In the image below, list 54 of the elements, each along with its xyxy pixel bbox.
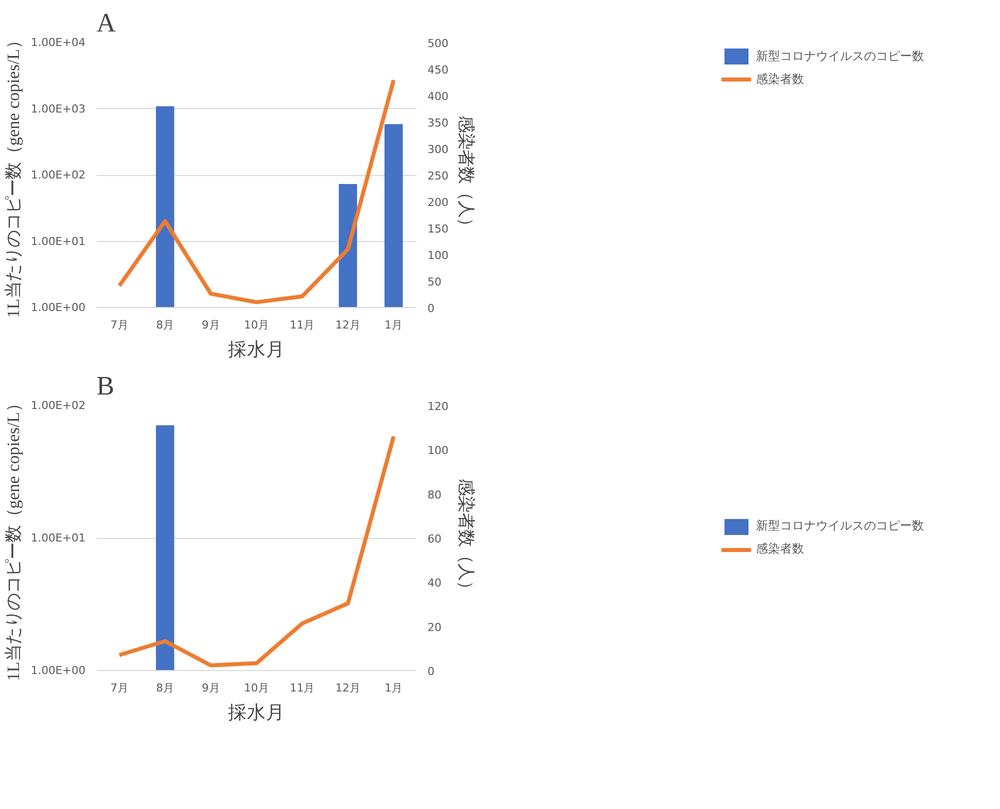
y2-tick-label: 400 bbox=[428, 90, 448, 103]
x-tick-label: 9月 bbox=[202, 318, 220, 332]
y2-tick-label: 450 bbox=[428, 64, 448, 76]
y2-tick-label: 60 bbox=[428, 532, 442, 546]
x-tick-label: 8月 bbox=[156, 682, 174, 694]
y2-tick-label: 250 bbox=[428, 170, 448, 182]
y-tick-label: 1.00E+01 bbox=[30, 532, 86, 544]
x-tick-label: 1月 bbox=[384, 682, 403, 694]
y2-tick-label: 0 bbox=[428, 302, 434, 315]
x-tick-label: 1月 bbox=[384, 318, 403, 332]
y2-axis-title: 感染者数（人） bbox=[456, 116, 476, 234]
y2-tick-label: 50 bbox=[428, 276, 442, 288]
y2-tick-label: 500 bbox=[428, 37, 448, 50]
y2-tick-label: 120 bbox=[428, 400, 448, 413]
legend-label: 新型コロナウイルスのコピー数 bbox=[756, 48, 924, 64]
chart-title: A bbox=[96, 8, 116, 38]
y-tick-label: 1.00E+02 bbox=[30, 168, 86, 182]
chart-title: B bbox=[96, 370, 114, 400]
x-tick-label: 7月 bbox=[110, 682, 128, 694]
line-series bbox=[117, 78, 396, 304]
y-tick-label: 1.00E+02 bbox=[30, 399, 86, 412]
y2-axis-title: 感染者数（人） bbox=[456, 478, 476, 598]
x-tick-label: 11月 bbox=[290, 682, 315, 694]
x-tick-label: 10月 bbox=[244, 318, 269, 332]
y2-tick-label: 350 bbox=[428, 116, 448, 130]
x-axis-title: 採水月 bbox=[228, 340, 285, 360]
y2-tick-label: 150 bbox=[428, 222, 448, 236]
y2-tick-label: 100 bbox=[428, 444, 448, 458]
x-tick-label: 7月 bbox=[110, 318, 128, 332]
y-tick-label: 1.00E+01 bbox=[30, 234, 86, 248]
x-tick-label: 9月 bbox=[202, 682, 220, 694]
x-tick-label: 10月 bbox=[244, 682, 269, 694]
y2-tick-label: 100 bbox=[428, 249, 448, 262]
y2-tick-label: 200 bbox=[428, 196, 448, 209]
y2-tick-label: 0 bbox=[428, 665, 434, 678]
y-axis-title: 1L当たりのコピー数（gene copies/L） bbox=[4, 395, 23, 681]
x-tick-label: 11月 bbox=[290, 318, 315, 332]
legend-label: 新型コロナウイルスのコピー数 bbox=[756, 518, 924, 534]
legend-label: 感染者数 bbox=[756, 540, 804, 558]
x-tick-label: 12月 bbox=[335, 682, 360, 694]
legend-label: 感染者数 bbox=[756, 70, 804, 88]
y2-tick-label: 80 bbox=[428, 488, 442, 502]
y2-tick-label: 40 bbox=[428, 576, 442, 590]
x-axis-title: 採水月 bbox=[228, 702, 285, 724]
y-tick-label: 1.00E+04 bbox=[30, 36, 86, 49]
y-tick-label: 1.00E+00 bbox=[30, 664, 86, 677]
y2-tick-label: 20 bbox=[428, 620, 442, 634]
line-series bbox=[117, 434, 396, 668]
y2-tick-label: 300 bbox=[428, 143, 448, 156]
x-tick-label: 12月 bbox=[335, 318, 360, 332]
x-tick-label: 8月 bbox=[156, 318, 174, 332]
y-axis-title: 1L当たりのコピー数（gene copies/L） bbox=[4, 32, 23, 318]
y-tick-label: 1.00E+03 bbox=[30, 102, 86, 116]
y-tick-label: 1.00E+00 bbox=[30, 301, 86, 314]
